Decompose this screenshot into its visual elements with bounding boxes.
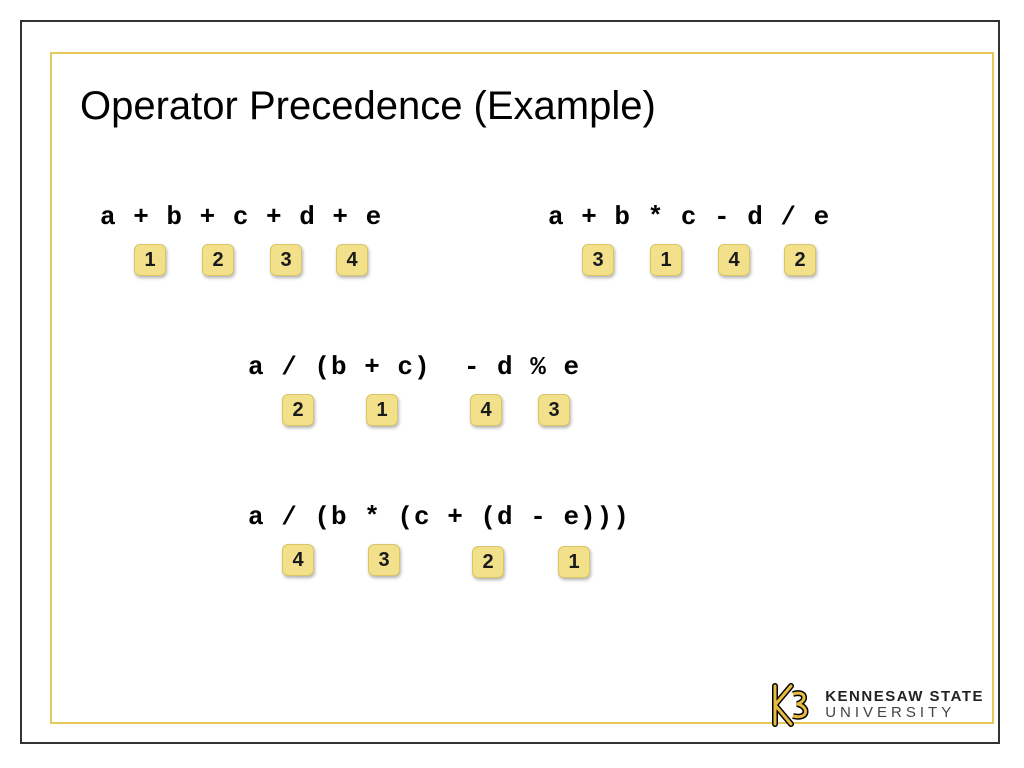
logo-line2: UNIVERSITY bbox=[825, 705, 984, 721]
order-badge: 3 bbox=[538, 394, 570, 426]
order-badge: 2 bbox=[472, 546, 504, 578]
order-badge: 2 bbox=[202, 244, 234, 276]
order-badge: 4 bbox=[470, 394, 502, 426]
order-badge: 2 bbox=[282, 394, 314, 426]
order-badge: 1 bbox=[134, 244, 166, 276]
order-badge: 3 bbox=[270, 244, 302, 276]
order-badge: 1 bbox=[650, 244, 682, 276]
inner-frame bbox=[50, 52, 994, 724]
expression-3: a / (b + c) - d % e bbox=[248, 352, 580, 382]
order-badge: 4 bbox=[282, 544, 314, 576]
logo-text: KENNESAW STATE UNIVERSITY bbox=[825, 689, 984, 721]
expression-2: a + b * c - d / e bbox=[548, 202, 830, 232]
order-badge: 3 bbox=[582, 244, 614, 276]
order-badge: 1 bbox=[558, 546, 590, 578]
order-badge: 4 bbox=[718, 244, 750, 276]
university-logo: KENNESAW STATE UNIVERSITY bbox=[769, 682, 984, 728]
order-badge: 1 bbox=[366, 394, 398, 426]
slide-title: Operator Precedence (Example) bbox=[80, 84, 656, 129]
order-badge: 2 bbox=[784, 244, 816, 276]
logo-mark bbox=[769, 682, 815, 728]
expression-1: a + b + c + d + e bbox=[100, 202, 382, 232]
expression-4: a / (b * (c + (d - e))) bbox=[248, 502, 630, 532]
logo-line1: KENNESAW STATE bbox=[825, 689, 984, 705]
order-badge: 4 bbox=[336, 244, 368, 276]
order-badge: 3 bbox=[368, 544, 400, 576]
